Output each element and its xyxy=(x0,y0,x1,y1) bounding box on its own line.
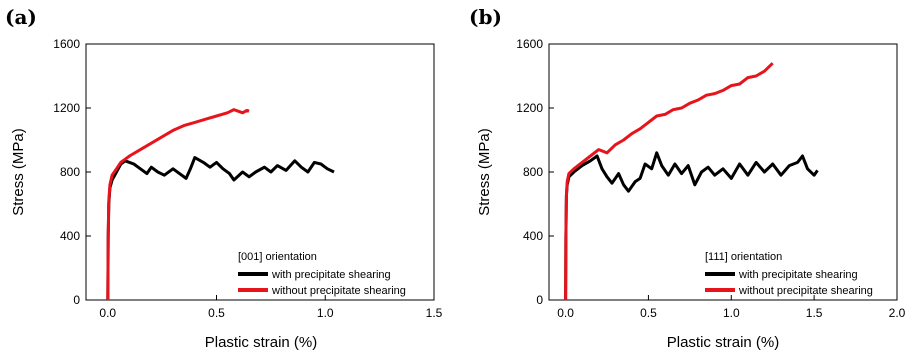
panel-a-legend-label-with: with precipitate shearing xyxy=(271,269,391,281)
y-tick-label: 1200 xyxy=(53,101,80,115)
panel-b-series xyxy=(564,62,819,301)
panel-a-legend-title: [001] orientation xyxy=(238,251,317,263)
series-with-precipitate-shearing xyxy=(564,151,819,301)
panel-b-label: (b) xyxy=(469,5,502,29)
x-tick-label: 0.5 xyxy=(640,306,657,320)
y-tick-label: 1200 xyxy=(516,101,543,115)
series-without-precipitate-shearing xyxy=(564,62,774,301)
y-tick-label: 1600 xyxy=(53,37,80,51)
panel-a: (a) 0.0 0.5 1.0 1.5 0 400 800 1200 1600 Plastic… xyxy=(5,5,443,351)
panel-b-y-axis-title: Stress (MPa) xyxy=(476,128,493,216)
panel-a-y-ticks: 0 400 800 1200 1600 xyxy=(53,37,91,307)
panel-b-x-axis-title: Plastic strain (%) xyxy=(667,334,780,351)
panel-b-legend: [111] orientation with precipitate shear… xyxy=(705,251,873,297)
x-tick-label: 1.0 xyxy=(317,306,334,320)
panel-a-legend-label-without: without precipitate shearing xyxy=(271,285,406,297)
panel-b-legend-title: [111] orientation xyxy=(705,251,782,263)
panel-b-legend-label-without: without precipitate shearing xyxy=(738,285,873,297)
panel-a-label: (a) xyxy=(5,5,37,29)
y-tick-label: 400 xyxy=(60,229,80,243)
y-tick-label: 0 xyxy=(73,293,80,307)
y-tick-label: 800 xyxy=(60,165,80,179)
y-tick-label: 0 xyxy=(536,293,543,307)
panel-b-legend-label-with: with precipitate shearing xyxy=(738,269,858,281)
y-tick-label: 1600 xyxy=(516,37,543,51)
x-tick-label: 1.5 xyxy=(806,306,823,320)
panel-a-y-axis-title: Stress (MPa) xyxy=(10,128,27,216)
x-tick-label: 2.0 xyxy=(889,306,906,320)
x-tick-label: 0.0 xyxy=(99,306,116,320)
y-tick-label: 400 xyxy=(523,229,543,243)
panel-a-x-ticks: 0.0 0.5 1.0 1.5 xyxy=(99,295,443,320)
x-tick-label: 0.0 xyxy=(557,306,574,320)
panel-b-y-ticks: 0 400 800 1200 1600 xyxy=(516,37,554,307)
x-tick-label: 0.5 xyxy=(208,306,225,320)
panel-a-x-axis-title: Plastic strain (%) xyxy=(205,334,318,351)
series-without-precipitate-shearing xyxy=(106,108,250,301)
x-tick-label: 1.0 xyxy=(723,306,740,320)
panel-a-legend: [001] orientation with precipitate shear… xyxy=(238,251,406,297)
panel-b: (b) 0.0 0.5 1.0 1.5 2.0 0 400 800 1200 1600 Plas… xyxy=(469,5,906,351)
x-tick-label: 1.5 xyxy=(426,306,443,320)
y-tick-label: 800 xyxy=(523,165,543,179)
panel-b-x-ticks: 0.0 0.5 1.0 1.5 2.0 xyxy=(557,295,906,320)
panel-a-series xyxy=(106,108,335,301)
